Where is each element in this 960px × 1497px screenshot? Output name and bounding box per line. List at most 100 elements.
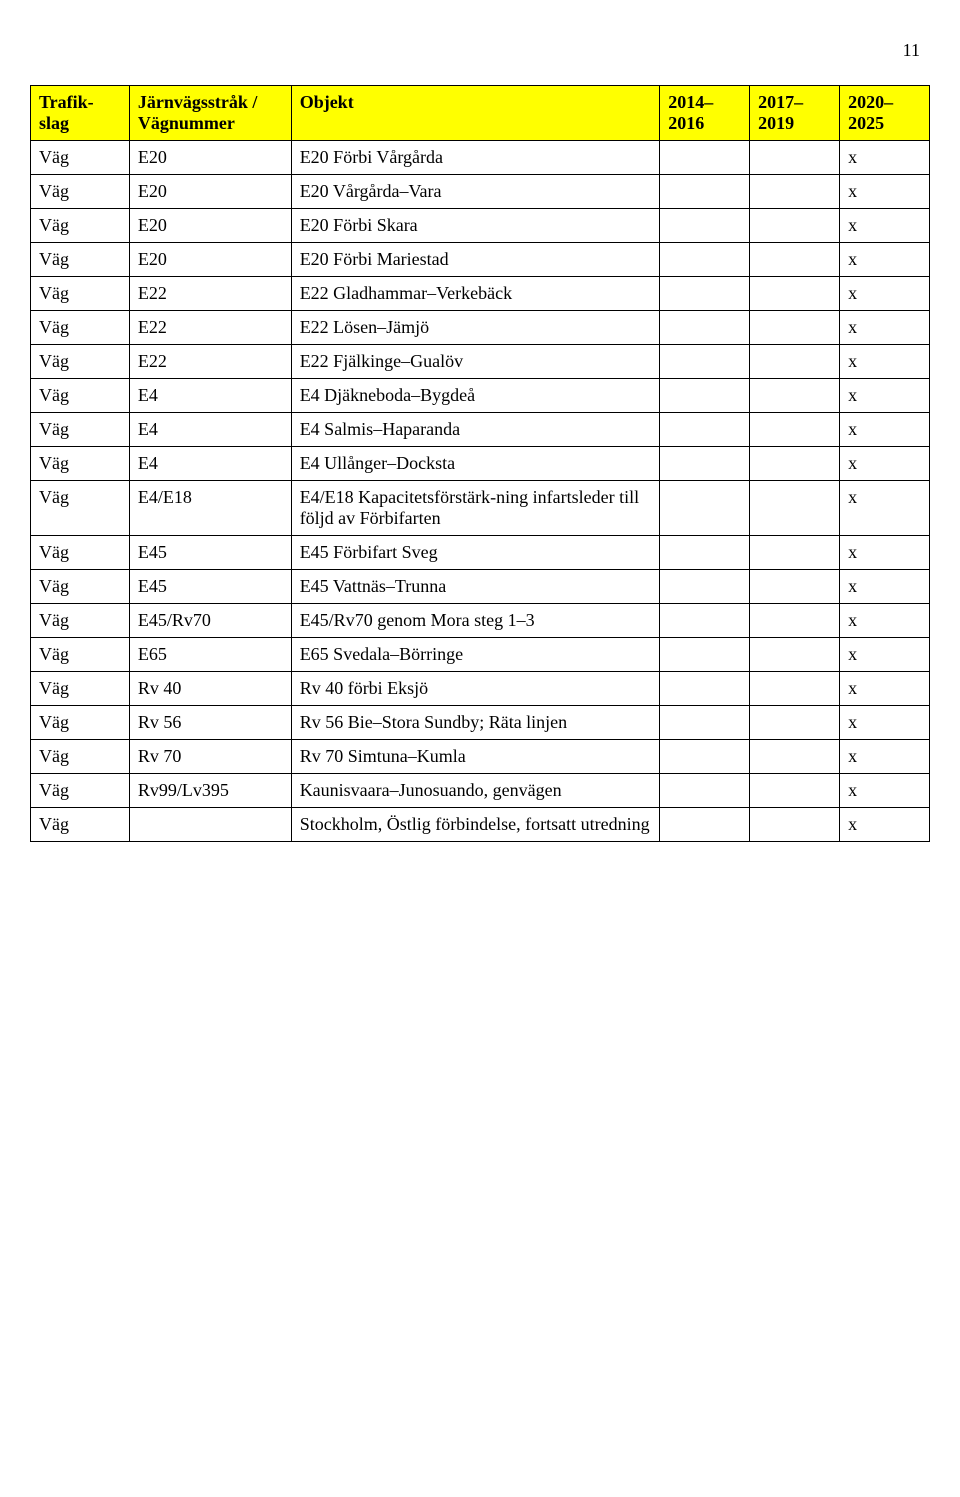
cell-num: E20 bbox=[129, 243, 291, 277]
cell-y3: x bbox=[840, 209, 930, 243]
cell-y1 bbox=[660, 604, 750, 638]
cell-num: E22 bbox=[129, 311, 291, 345]
table-row: VägRv 40Rv 40 förbi Eksjöx bbox=[31, 672, 930, 706]
cell-y3: x bbox=[840, 740, 930, 774]
cell-num: E45/Rv70 bbox=[129, 604, 291, 638]
cell-y3: x bbox=[840, 706, 930, 740]
table-row: VägE20E20 Vårgårda–Varax bbox=[31, 175, 930, 209]
cell-type: Väg bbox=[31, 447, 130, 481]
cell-y3: x bbox=[840, 447, 930, 481]
table-header-row: Trafik-slag Järnvägsstråk / Vägnummer Ob… bbox=[31, 86, 930, 141]
cell-type: Väg bbox=[31, 808, 130, 842]
cell-num: Rv 70 bbox=[129, 740, 291, 774]
col-header-y3: 2020–2025 bbox=[840, 86, 930, 141]
cell-obj: Kaunisvaara–Junosuando, genvägen bbox=[291, 774, 660, 808]
cell-num: E20 bbox=[129, 141, 291, 175]
table-row: VägE45E45 Vattnäs–Trunnax bbox=[31, 570, 930, 604]
cell-y2 bbox=[750, 536, 840, 570]
cell-y3: x bbox=[840, 570, 930, 604]
cell-type: Väg bbox=[31, 175, 130, 209]
cell-y2 bbox=[750, 481, 840, 536]
cell-y3: x bbox=[840, 604, 930, 638]
cell-y2 bbox=[750, 379, 840, 413]
cell-num: E4 bbox=[129, 413, 291, 447]
table-row: VägRv99/Lv395Kaunisvaara–Junosuando, gen… bbox=[31, 774, 930, 808]
cell-type: Väg bbox=[31, 672, 130, 706]
cell-y1 bbox=[660, 740, 750, 774]
cell-y1 bbox=[660, 379, 750, 413]
col-header-type: Trafik-slag bbox=[31, 86, 130, 141]
cell-y2 bbox=[750, 706, 840, 740]
table-row: VägE22E22 Gladhammar–Verkebäckx bbox=[31, 277, 930, 311]
cell-num: E45 bbox=[129, 570, 291, 604]
cell-obj: E4 Ullånger–Docksta bbox=[291, 447, 660, 481]
cell-y2 bbox=[750, 774, 840, 808]
cell-obj: Rv 70 Simtuna–Kumla bbox=[291, 740, 660, 774]
cell-num bbox=[129, 808, 291, 842]
table-row: VägE45/Rv70E45/Rv70 genom Mora steg 1–3x bbox=[31, 604, 930, 638]
table-row: VägE20E20 Förbi Skarax bbox=[31, 209, 930, 243]
cell-num: E4/E18 bbox=[129, 481, 291, 536]
cell-obj: E45 Förbifart Sveg bbox=[291, 536, 660, 570]
cell-num: E65 bbox=[129, 638, 291, 672]
cell-y1 bbox=[660, 570, 750, 604]
cell-type: Väg bbox=[31, 604, 130, 638]
cell-y1 bbox=[660, 447, 750, 481]
cell-y3: x bbox=[840, 175, 930, 209]
cell-type: Väg bbox=[31, 243, 130, 277]
table-row: VägE22E22 Lösen–Jämjö x bbox=[31, 311, 930, 345]
cell-y1 bbox=[660, 536, 750, 570]
cell-y2 bbox=[750, 638, 840, 672]
cell-y3: x bbox=[840, 311, 930, 345]
cell-num: E20 bbox=[129, 175, 291, 209]
table-row: VägE22E22 Fjälkinge–Gualöv x bbox=[31, 345, 930, 379]
cell-y1 bbox=[660, 481, 750, 536]
cell-obj: E4 Salmis–Haparanda bbox=[291, 413, 660, 447]
cell-y1 bbox=[660, 345, 750, 379]
cell-y2 bbox=[750, 604, 840, 638]
cell-type: Väg bbox=[31, 413, 130, 447]
cell-num: E4 bbox=[129, 379, 291, 413]
cell-y3: x bbox=[840, 277, 930, 311]
cell-num: Rv 56 bbox=[129, 706, 291, 740]
cell-obj: E20 Förbi Vårgårda bbox=[291, 141, 660, 175]
table-body: VägE20E20 Förbi VårgårdaxVägE20E20 Vårgå… bbox=[31, 141, 930, 842]
cell-y3: x bbox=[840, 808, 930, 842]
cell-y1 bbox=[660, 706, 750, 740]
cell-y3: x bbox=[840, 481, 930, 536]
col-header-num: Järnvägsstråk / Vägnummer bbox=[129, 86, 291, 141]
table-row: VägE4E4 Ullånger–Docksta x bbox=[31, 447, 930, 481]
table-row: VägRv 70Rv 70 Simtuna–Kumlax bbox=[31, 740, 930, 774]
table-row: VägE20E20 Förbi Vårgårdax bbox=[31, 141, 930, 175]
cell-num: Rv 40 bbox=[129, 672, 291, 706]
cell-type: Väg bbox=[31, 638, 130, 672]
cell-type: Väg bbox=[31, 706, 130, 740]
cell-y2 bbox=[750, 447, 840, 481]
cell-y2 bbox=[750, 209, 840, 243]
cell-y3: x bbox=[840, 345, 930, 379]
cell-num: E22 bbox=[129, 345, 291, 379]
cell-y2 bbox=[750, 740, 840, 774]
cell-y1 bbox=[660, 774, 750, 808]
cell-obj: Rv 56 Bie–Stora Sundby; Räta linjen bbox=[291, 706, 660, 740]
cell-type: Väg bbox=[31, 141, 130, 175]
cell-num: E4 bbox=[129, 447, 291, 481]
cell-y1 bbox=[660, 277, 750, 311]
cell-type: Väg bbox=[31, 345, 130, 379]
cell-obj: E22 Lösen–Jämjö bbox=[291, 311, 660, 345]
cell-y2 bbox=[750, 808, 840, 842]
cell-y2 bbox=[750, 413, 840, 447]
cell-type: Väg bbox=[31, 277, 130, 311]
cell-num: E20 bbox=[129, 209, 291, 243]
cell-type: Väg bbox=[31, 570, 130, 604]
cell-type: Väg bbox=[31, 209, 130, 243]
cell-obj: E22 Gladhammar–Verkebäck bbox=[291, 277, 660, 311]
cell-obj: Stockholm, Östlig förbindelse, fortsatt … bbox=[291, 808, 660, 842]
cell-y1 bbox=[660, 209, 750, 243]
cell-type: Väg bbox=[31, 311, 130, 345]
table-row: VägE20E20 Förbi Mariestadx bbox=[31, 243, 930, 277]
cell-y1 bbox=[660, 638, 750, 672]
cell-obj: Rv 40 förbi Eksjö bbox=[291, 672, 660, 706]
table-row: VägRv 56Rv 56 Bie–Stora Sundby; Räta lin… bbox=[31, 706, 930, 740]
cell-obj: E22 Fjälkinge–Gualöv bbox=[291, 345, 660, 379]
